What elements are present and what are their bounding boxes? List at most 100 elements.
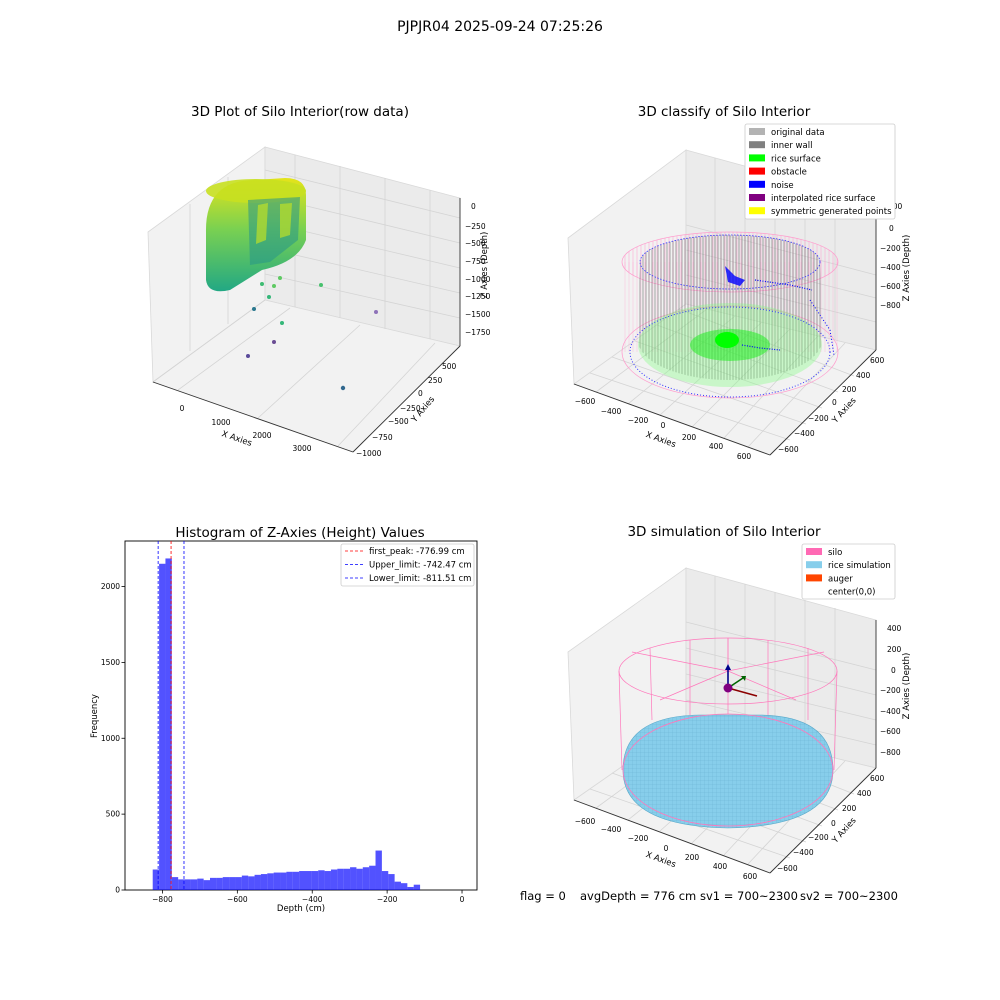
hist-bar <box>299 871 306 890</box>
legend-swatch <box>749 141 765 149</box>
classify-ztick: −800 <box>880 301 901 310</box>
sim-ztick: 0 <box>891 666 896 675</box>
panel-classify-title: 3D classify of Silo Interior <box>638 104 811 120</box>
sim-legend: silo rice simulation auger center(0,0) <box>801 543 896 600</box>
sim-ytick: −400 <box>793 848 814 857</box>
raw-ytick: −1000 <box>356 449 382 458</box>
classify-xtick: −600 <box>575 397 596 406</box>
legend-swatch <box>749 207 765 215</box>
hist-xlabel: Depth (cm) <box>277 904 325 914</box>
sim-xtick: 200 <box>685 853 700 862</box>
legend-swatch <box>749 180 765 188</box>
raw-z-ticklabels: 0 −250 −500 −750 −1000 −1250 −1500 −1750 <box>465 202 491 337</box>
raw-ztick: 0 <box>471 202 476 211</box>
hist-bar <box>407 886 414 890</box>
panel-raw-title: 3D Plot of Silo Interior(row data) <box>191 104 409 120</box>
hist-ref-lines <box>157 541 185 890</box>
raw-ytick: −500 <box>388 417 409 426</box>
hist-ytick-label: 2000 <box>101 582 120 591</box>
hist-bar <box>241 875 249 890</box>
panel-simulation-title: 3D simulation of Silo Interior <box>627 524 821 540</box>
raw-ytick: −250 <box>400 404 421 413</box>
classify-ytick: 200 <box>842 385 857 394</box>
sim-xtick: −600 <box>575 817 596 826</box>
hist-legend: first_peak: -776.99 cm Upper_limit: -742.… <box>340 543 475 587</box>
hist-plot-area <box>124 540 478 891</box>
sim-legend-box <box>801 543 896 600</box>
hist-bar <box>267 873 274 890</box>
sim-ytick: 0 <box>831 819 836 828</box>
classify-legend-box <box>744 123 896 220</box>
raw-xlabel: X Axies <box>220 429 253 449</box>
legend-label: symmetric generated points <box>771 207 892 217</box>
hist-bar <box>216 877 223 890</box>
raw-xtick: 3000 <box>292 444 311 453</box>
sim-xtick: 400 <box>713 862 728 871</box>
classify-xlabel: X Axies <box>644 430 677 450</box>
hist-legend-label: Upper_limit: -742.47 cm <box>369 561 472 571</box>
legend-swatch <box>806 561 822 569</box>
classify-ytick: −200 <box>808 414 829 423</box>
raw-x-ticklabels: 0 1000 2000 3000 <box>180 404 312 453</box>
hist-xtick-label: −600 <box>227 895 248 904</box>
sim-y-axis <box>769 767 877 874</box>
sim-ztick: 400 <box>887 624 902 633</box>
hist-x-ticks: −800 −600 −400 −200 0 <box>152 890 465 904</box>
figure-suptitle: PJPJR04 2025-09-24 07:25:26 <box>397 19 603 35</box>
hist-bar <box>152 869 160 890</box>
hist-bar <box>273 872 281 890</box>
raw-ztick: −750 <box>465 257 486 266</box>
sim-auger <box>723 664 758 697</box>
hist-bar <box>324 871 331 890</box>
hist-ytick-label: 1500 <box>101 658 120 667</box>
hist-bar <box>254 874 261 890</box>
legend-label: original data <box>771 128 825 138</box>
classify-x-ticklabels: −600 −400 −200 0 200 400 600 <box>575 397 752 461</box>
sim-ztick: −200 <box>880 686 901 695</box>
hist-bar <box>369 865 376 890</box>
sim-ytick: −200 <box>808 833 829 842</box>
raw-xtick: 2000 <box>252 431 271 440</box>
legend-swatch <box>749 194 765 201</box>
hist-bar <box>260 874 268 890</box>
hist-bar <box>292 871 300 890</box>
hist-bar <box>248 876 255 890</box>
hist-bar <box>286 871 293 890</box>
classify-ztick: −400 <box>880 263 901 272</box>
hist-ytick-label: 500 <box>106 810 121 819</box>
classify-xtick: 0 <box>661 421 666 430</box>
hist-bar <box>235 877 242 890</box>
hist-bar <box>388 874 395 890</box>
hist-bar <box>280 872 287 890</box>
legend-swatch <box>749 154 765 162</box>
legend-label: center(0,0) <box>828 588 876 598</box>
classify-xtick: 200 <box>682 433 697 442</box>
raw-ytick: 500 <box>442 362 457 371</box>
sim-xtick: −200 <box>628 834 649 843</box>
classify-ytick: 400 <box>856 371 871 380</box>
classify-legend: original data inner wall rice surface obsta… <box>744 123 896 220</box>
hist-bar <box>184 879 191 890</box>
classify-ztick: −200 <box>880 244 901 253</box>
raw-xtick: 0 <box>180 404 185 413</box>
hist-legend-label: first_peak: -776.99 cm <box>369 547 465 557</box>
legend-swatch <box>806 574 822 582</box>
hist-bar <box>318 870 325 890</box>
panel-simulation: 3D simulation of Silo Interior −600 −400… <box>567 524 912 881</box>
sim-xtick: −400 <box>601 825 622 834</box>
raw-y-axis <box>352 345 461 453</box>
hist-bar <box>394 881 401 890</box>
hist-bar <box>356 868 363 890</box>
hist-bar <box>400 883 408 890</box>
legend-swatch <box>806 548 822 555</box>
hist-bar <box>203 880 211 890</box>
raw-y-ticklabels: 500 250 0 −250 −500 −750 −1000 <box>356 362 457 458</box>
hist-bar <box>159 563 166 890</box>
panel-raw-data: 3D Plot of Silo Interior(row data) 0 100… <box>147 104 491 458</box>
hist-ytick-label: 0 <box>115 886 120 895</box>
hist-bar <box>362 867 370 890</box>
hist-bar <box>381 871 389 890</box>
sv1-text: sv1 = 700~2300 <box>700 889 798 903</box>
sim-silo <box>618 637 838 771</box>
classify-x-axis <box>573 383 771 456</box>
